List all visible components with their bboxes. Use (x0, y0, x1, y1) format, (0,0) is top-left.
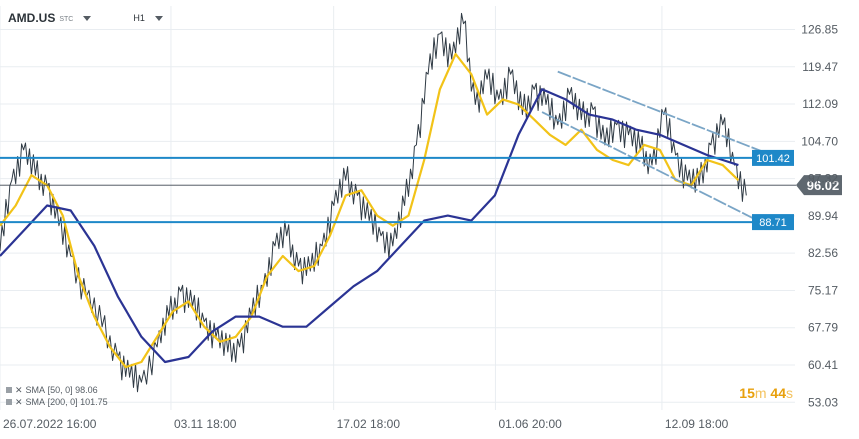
channel-lower-line (541, 111, 771, 228)
y-tick-label: 104.70 (801, 134, 838, 148)
chart-grid (0, 6, 795, 410)
timeframe-selector[interactable]: H1 (133, 13, 145, 23)
y-tick-label: 112.09 (802, 97, 838, 111)
close-icon[interactable]: ✕ (15, 397, 23, 407)
indicator-settings-icon[interactable] (6, 399, 12, 405)
timeframe-dropdown-icon[interactable] (154, 15, 163, 21)
y-tick-label: 75.17 (808, 283, 838, 297)
y-tick-label: 60.41 (808, 358, 838, 372)
x-tick-label: 03.11 18:00 (174, 417, 237, 431)
indicator-value: 101.75 (80, 397, 108, 407)
indicator-params: [200, 0] (47, 397, 78, 407)
chart-toolbar: AMD.US STC H1 (8, 10, 163, 26)
level-badge (752, 149, 794, 166)
y-tick-label: 67.79 (808, 321, 838, 335)
current-price-badge (796, 175, 842, 196)
candle-countdown: 15m 44s (739, 385, 793, 401)
legend-sma200: ✕ SMA [200, 0] 101.75 (6, 396, 108, 408)
level-label: 101.42 (756, 153, 790, 165)
sma-50-series (0, 52, 740, 369)
y-tick-label: 97.32 (808, 172, 838, 186)
indicator-name: SMA (25, 397, 46, 407)
countdown-minutes-unit: m (754, 385, 767, 401)
overlay-layer: 101.42 88.71 96.02 (0, 70, 842, 231)
countdown-seconds: 44 (770, 385, 786, 401)
sma-200-series (0, 88, 739, 364)
y-tick-label: 126.85 (801, 22, 838, 36)
countdown-minutes: 15 (739, 385, 755, 401)
y-tick-label: 119.47 (802, 60, 838, 74)
symbol-suffix: STC (59, 16, 74, 23)
x-tick-label: 12.09 18:00 (665, 417, 729, 431)
channel-upper-line (557, 70, 779, 159)
y-tick-label: 53.03 (808, 395, 838, 409)
symbol-dropdown-icon[interactable] (83, 15, 92, 21)
legend-sma50: ✕ SMA [50, 0] 98.06 (6, 384, 108, 396)
current-price-label: 96.02 (807, 178, 840, 193)
x-tick-label: 17.02 18:00 (337, 417, 401, 431)
y-axis: 126.85 119.47 112.09 104.70 97.32 89.94 82.56 7… (801, 22, 838, 409)
indicator-name: SMA (25, 385, 46, 395)
symbol-name[interactable]: AMD.US (8, 11, 56, 25)
x-axis: 26.07.2022 16:00 03.11 18:00 17.02 18:00 01… (3, 417, 729, 431)
indicator-settings-icon[interactable] (6, 387, 12, 393)
close-icon[interactable]: ✕ (15, 385, 23, 395)
x-tick-label: 26.07.2022 16:00 (3, 417, 97, 431)
countdown-seconds-unit: s (786, 385, 793, 401)
series-layer (0, 12, 747, 393)
indicator-legend: ✕ SMA [50, 0] 98.06 ✕ SMA [200, 0] 101.7… (6, 384, 108, 408)
level-label: 88.71 (759, 217, 787, 229)
y-tick-label: 89.94 (808, 209, 838, 223)
indicator-value: 98.06 (75, 385, 98, 395)
indicator-params: [50, 0] (47, 385, 73, 395)
y-tick-label: 82.56 (808, 246, 838, 260)
level-badge (752, 214, 794, 231)
price-series (0, 12, 747, 393)
x-tick-label: 01.06 20:00 (498, 417, 562, 431)
